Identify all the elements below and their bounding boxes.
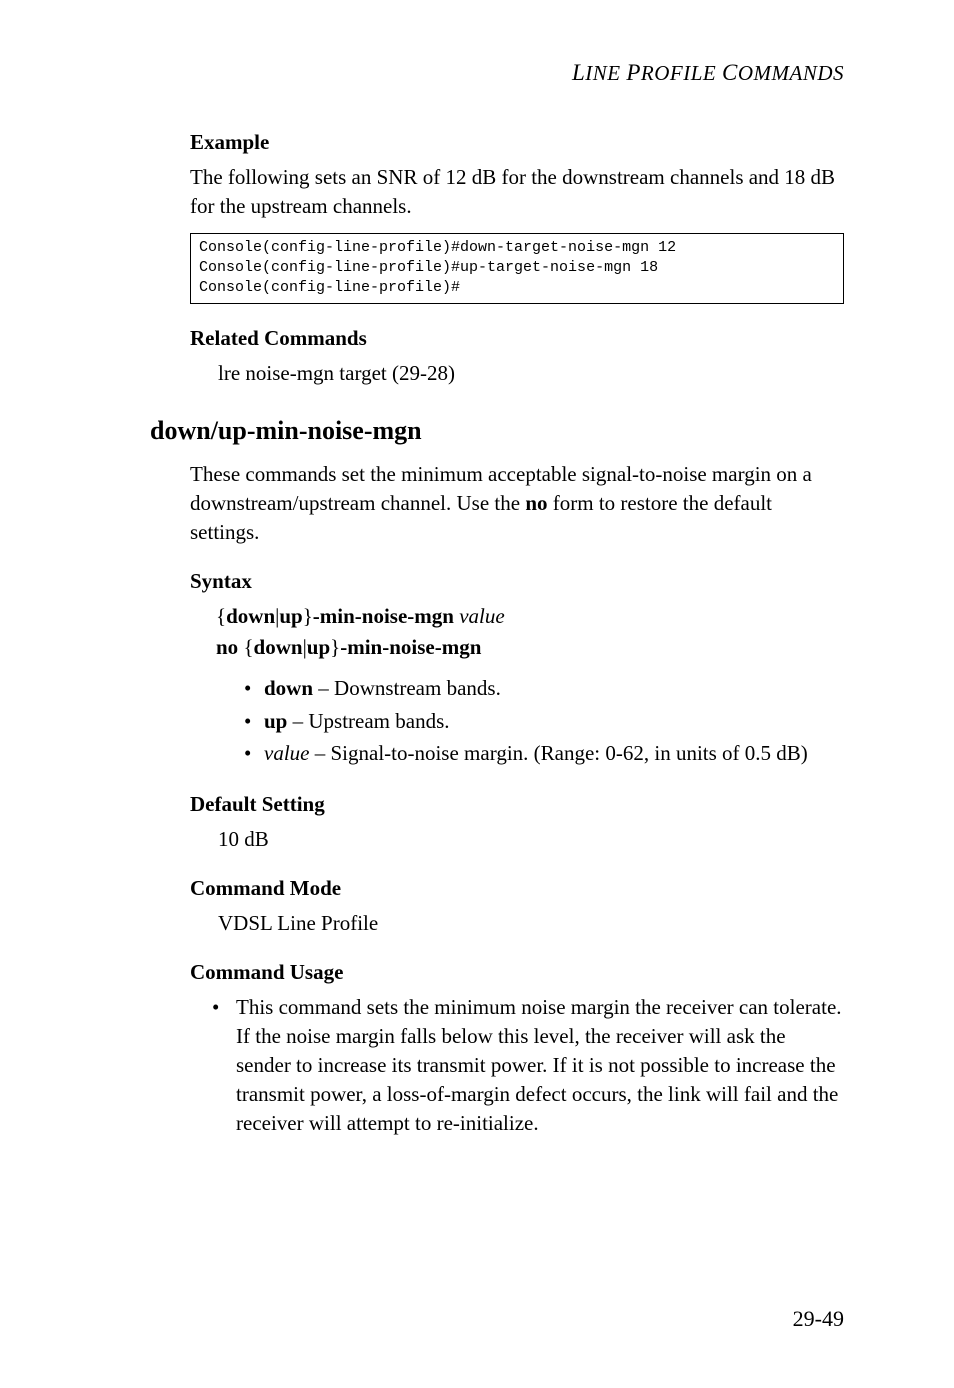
syntax-b3-kw: value	[264, 741, 309, 765]
related-heading: Related Commands	[190, 326, 844, 351]
command-intro-bold: no	[525, 491, 547, 515]
syntax-l2-b1: no	[216, 635, 238, 659]
syntax-heading: Syntax	[190, 569, 844, 594]
syntax-b2-txt: – Upstream bands.	[287, 709, 449, 733]
usage-heading: Command Usage	[190, 960, 844, 985]
syntax-l2-pre: {	[238, 635, 253, 659]
example-heading: Example	[190, 130, 844, 155]
bullet-dot: •	[244, 737, 264, 770]
syntax-l2-b2: down	[254, 635, 303, 659]
syntax-b2: up – Upstream bands.	[264, 705, 450, 738]
syntax-l1-ital: value	[454, 604, 505, 628]
syntax-bullet-3: • value – Signal-to-noise margin. (Range…	[244, 737, 844, 770]
syntax-bullets: • down – Downstream bands. • up – Upstre…	[244, 672, 844, 770]
command-intro: These commands set the minimum acceptabl…	[190, 460, 844, 547]
page-number: 29-49	[793, 1306, 844, 1332]
syntax-l1-b2: up	[279, 604, 302, 628]
command-title: down/up-min-noise-mgn	[150, 416, 844, 446]
syntax-b1: down – Downstream bands.	[264, 672, 501, 705]
default-text: 10 dB	[218, 825, 844, 854]
syntax-bullet-1: • down – Downstream bands.	[244, 672, 844, 705]
syntax-b2-kw: up	[264, 709, 287, 733]
bullet-dot: •	[244, 672, 264, 705]
related-text: lre noise-mgn target (29-28)	[218, 359, 844, 388]
mode-heading: Command Mode	[190, 876, 844, 901]
default-heading: Default Setting	[190, 792, 844, 817]
running-head: LINE PROFILE COMMANDS	[150, 60, 844, 86]
syntax-b3: value – Signal-to-noise margin. (Range: …	[264, 737, 808, 770]
syntax-l1-mid2: }	[303, 604, 313, 628]
usage-text: This command sets the minimum noise marg…	[236, 993, 844, 1138]
syntax-l2-mid2: }	[330, 635, 340, 659]
bullet-dot: •	[212, 993, 236, 1138]
syntax-b1-kw: down	[264, 676, 313, 700]
syntax-bullet-2: • up – Upstream bands.	[244, 705, 844, 738]
syntax-l1-pre: {	[216, 604, 226, 628]
syntax-l2-b4: -min-noise-mgn	[340, 635, 481, 659]
mode-text: VDSL Line Profile	[218, 909, 844, 938]
syntax-l1-b3: -min-noise-mgn	[313, 604, 454, 628]
running-head-text: LINE PROFILE COMMANDS	[572, 61, 844, 85]
bullet-dot: •	[244, 705, 264, 738]
example-code: Console(config-line-profile)#down-target…	[190, 233, 844, 304]
syntax-b1-txt: – Downstream bands.	[313, 676, 501, 700]
usage-bullet: • This command sets the minimum noise ma…	[212, 993, 844, 1138]
syntax-l1-b1: down	[226, 604, 275, 628]
example-text: The following sets an SNR of 12 dB for t…	[190, 163, 844, 221]
syntax-l2-b3: up	[307, 635, 330, 659]
syntax-line2: no {down|up}-min-noise-mgn	[216, 633, 844, 662]
syntax-line1: {down|up}-min-noise-mgn value	[216, 602, 844, 631]
syntax-b3-txt: – Signal-to-noise margin. (Range: 0-62, …	[309, 741, 807, 765]
